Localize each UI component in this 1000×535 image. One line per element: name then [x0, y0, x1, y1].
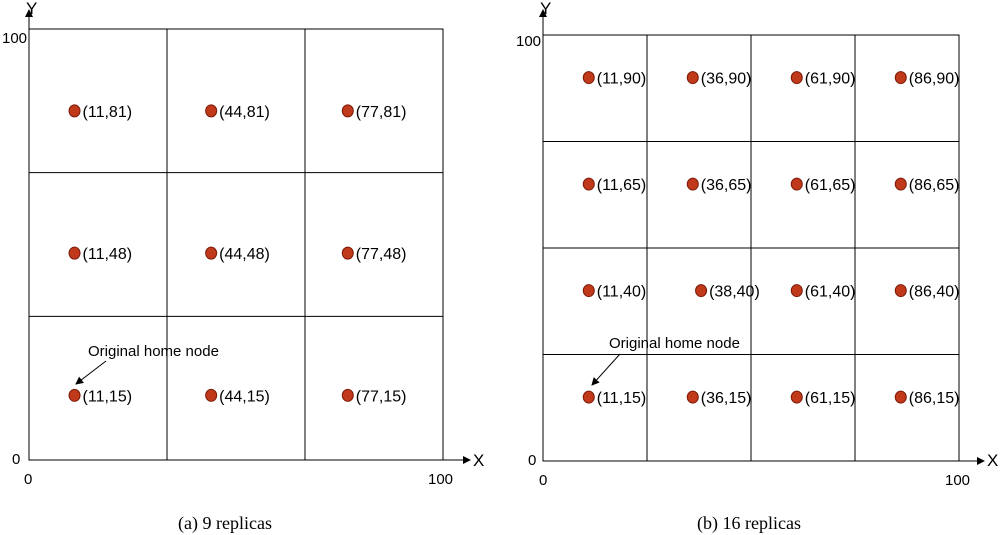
replica-point — [894, 177, 907, 191]
replica-point — [205, 246, 218, 260]
caption-b: (b) 16 replicas — [697, 513, 801, 534]
y-axis-label: Y — [540, 0, 551, 18]
replica-point-label: (77,48) — [356, 246, 407, 263]
x-origin-tick: 0 — [539, 472, 547, 489]
caption-a: (a) 9 replicas — [178, 513, 272, 534]
x-max-tick: 100 — [428, 471, 453, 488]
points-9-replicas: (11,81) (44,81) (77,81) (11,48) (44,48) (77,4… — [68, 104, 407, 405]
replica-point — [894, 71, 907, 85]
axes-16-replicas — [539, 9, 985, 465]
y-origin-tick: 0 — [12, 451, 20, 468]
replica-point-label: (36,90) — [701, 71, 752, 88]
replica-point — [582, 177, 595, 191]
replica-point — [686, 390, 699, 404]
x-axis-label: X — [473, 451, 484, 470]
replica-point — [790, 177, 803, 191]
replica-point — [582, 284, 595, 298]
replica-point — [695, 284, 708, 298]
replica-point-label: (36,65) — [701, 177, 752, 194]
replica-point — [68, 104, 81, 118]
replica-point — [790, 71, 803, 85]
replica-point-label: (61,40) — [805, 284, 856, 301]
replica-point-label: (77,81) — [356, 104, 407, 121]
y-max-tick: 100 — [516, 33, 541, 50]
replica-point — [205, 388, 218, 402]
replica-point-label: (86,40) — [909, 284, 960, 301]
replica-point — [582, 390, 595, 404]
replica-point-label: (11,15) — [83, 388, 133, 405]
x-origin-tick: 0 — [24, 471, 32, 488]
y-max-tick: 100 — [2, 30, 27, 47]
replica-point-label: (86,65) — [909, 177, 960, 194]
replica-point-label: (86,15) — [909, 390, 960, 407]
replica-point-label: (11,40) — [597, 284, 647, 301]
replica-point-label: (44,48) — [219, 246, 270, 263]
points-16-replicas: (11,90) (36,90) (61,90) (86,90) (11,65) (36,6… — [582, 71, 960, 407]
x-max-tick: 100 — [945, 472, 970, 489]
y-axis-label: Y — [26, 0, 37, 18]
x-axis-label: X — [987, 451, 998, 470]
home-node-annotation: Original home node — [88, 343, 219, 360]
replica-point — [205, 104, 218, 118]
panel-16-replicas: Y X 100 0 0 100 (11,90) (36,90) (61,90) (86… — [516, 0, 998, 534]
replica-point — [341, 388, 354, 402]
replica-point-label: (36,15) — [701, 390, 752, 407]
replica-point-label: (44,81) — [219, 104, 270, 121]
replica-point-label: (86,90) — [909, 71, 960, 88]
replica-point — [894, 390, 907, 404]
replica-point — [686, 71, 699, 85]
replica-point-label: (38,40) — [709, 284, 760, 301]
replica-point — [341, 246, 354, 260]
panel-9-replicas: Y X 100 0 0 100 (11,81) (44,81) (77,81)(11… — [2, 0, 484, 534]
replica-point — [790, 390, 803, 404]
replica-point-label: (61,65) — [805, 177, 856, 194]
replica-point-label: (11,90) — [597, 71, 647, 88]
replica-point-label: (44,15) — [219, 388, 270, 405]
replica-point — [341, 104, 354, 118]
replica-point — [894, 284, 907, 298]
replica-point-label: (11,48) — [83, 246, 133, 263]
home-node-annotation: Original home node — [609, 335, 740, 352]
replica-point — [582, 71, 595, 85]
replica-point — [686, 177, 699, 191]
y-origin-tick: 0 — [528, 452, 536, 469]
home-node-arrow — [75, 360, 107, 385]
replica-point-label: (77,15) — [356, 388, 407, 405]
home-node-arrow — [591, 353, 621, 386]
replica-point-label: (61,15) — [805, 390, 856, 407]
replica-point — [790, 284, 803, 298]
replica-point — [68, 388, 81, 402]
axes-9-replicas — [25, 9, 471, 464]
replica-point-label: (61,90) — [805, 71, 856, 88]
replica-point-label: (11,81) — [83, 104, 133, 121]
replica-point-label: (11,65) — [597, 177, 647, 194]
replica-point — [68, 246, 81, 260]
replica-point-label: (11,15) — [597, 390, 647, 407]
